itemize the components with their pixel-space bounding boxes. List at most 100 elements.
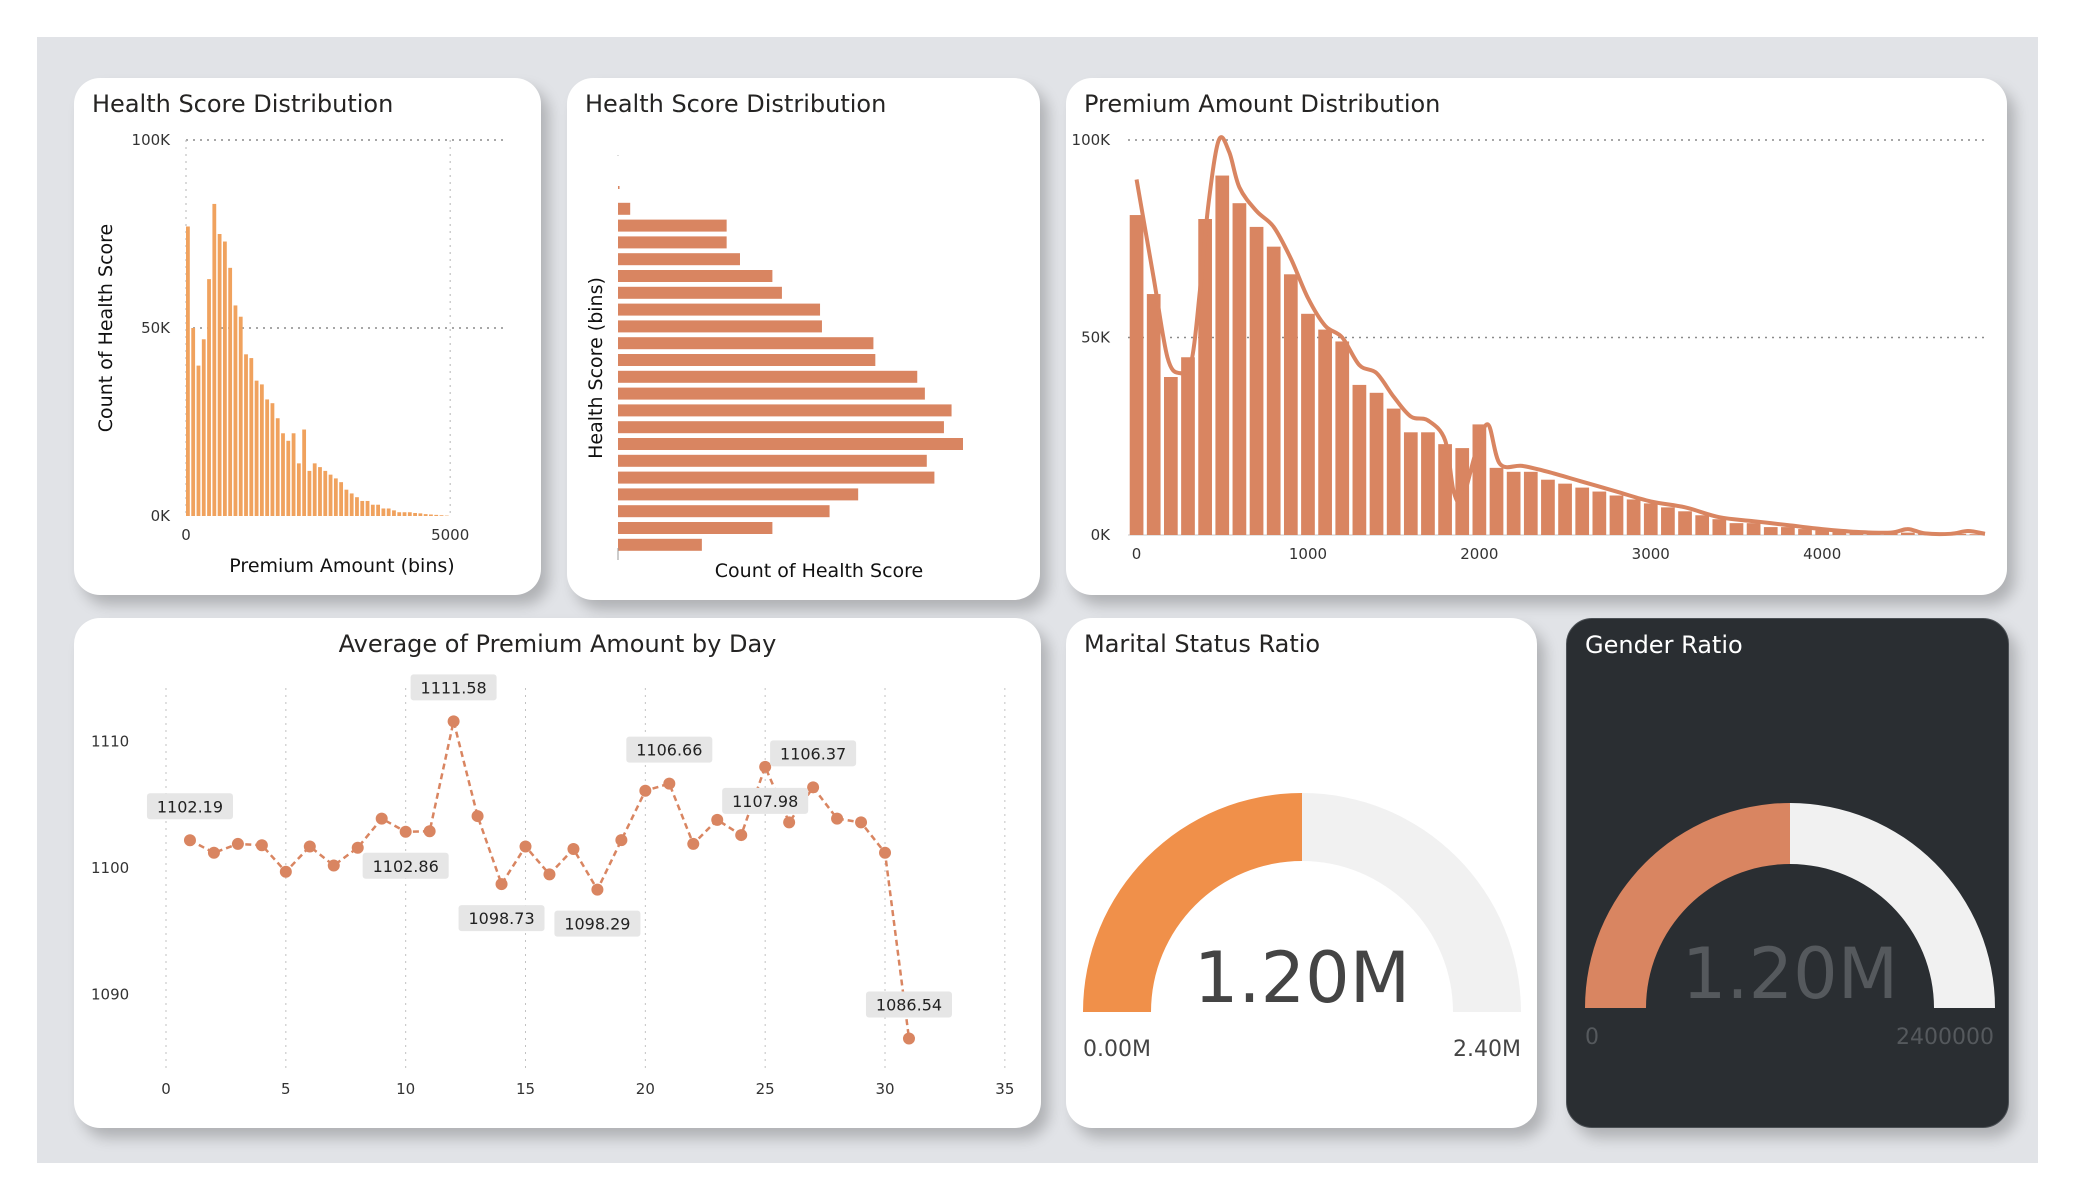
data-label: 1106.66: [636, 741, 702, 760]
y-tick-label: 0K: [151, 507, 172, 525]
x-axis-title: Premium Amount (bins): [229, 555, 454, 577]
card-title: Health Score Distribution: [92, 90, 394, 118]
horizontal-bar: [618, 404, 952, 417]
distribution-bar: [1901, 532, 1915, 535]
histogram-bar: [249, 358, 254, 516]
y-axis-title: Count of Health Score: [95, 224, 117, 432]
horizontal-bar: [618, 471, 935, 484]
horizontal-bar: [618, 186, 620, 189]
data-point: [255, 839, 268, 852]
distribution-bar: [1643, 503, 1658, 535]
distribution-bar: [1181, 357, 1195, 535]
distribution-bar: [1712, 519, 1727, 535]
data-point: [183, 834, 196, 847]
premium-by-day-card[interactable]: Average of Premium Amount by Day 0 5 10 15 2…: [74, 618, 1041, 1128]
histogram-bar: [302, 429, 307, 516]
data-point: [207, 846, 220, 859]
distribution-bar: [1592, 491, 1607, 535]
data-point: [543, 868, 556, 881]
distribution-bar: [1558, 483, 1572, 535]
health-score-histogram-chart: 0K 50K 100K 0 5000 Premium Amount (bins) Count…: [95, 131, 503, 577]
data-point: [711, 813, 724, 826]
premium-distribution-card[interactable]: Premium Amount Distribution 0K 50K 100K 0 10…: [1066, 78, 2007, 595]
data-label-box: [554, 910, 641, 937]
distribution-bar: [1232, 203, 1247, 535]
data-point: [327, 859, 340, 872]
gauge-track: [1302, 793, 1521, 1012]
x-tick-label: 0: [161, 1080, 171, 1098]
histogram-bar: [270, 403, 275, 516]
data-point: [495, 878, 508, 891]
card-title: Health Score Distribution: [585, 90, 887, 118]
horizontal-bar: [618, 219, 727, 232]
horizontal-bar: [618, 202, 631, 215]
distribution-bar: [1695, 515, 1710, 535]
distribution-bar: [1506, 471, 1521, 535]
histogram-bar: [244, 354, 248, 516]
premium-distribution-chart: 0K 50K 100K 0 1000 2000 3000 4000: [1072, 131, 1986, 563]
distribution-bar: [1678, 511, 1692, 535]
distribution-bar: [1352, 384, 1367, 535]
x-tick-label: 0: [181, 526, 191, 544]
horizontal-bar: [618, 354, 876, 366]
gauge-max-label: 2400000: [1896, 1025, 1994, 1050]
horizontal-bar: [618, 505, 830, 518]
gender-ratio-gauge: 1.20M 0 2400000: [1585, 803, 1995, 1050]
histogram-bar: [254, 380, 259, 516]
data-label: 1098.29: [564, 915, 630, 934]
distribution-bar: [1266, 246, 1281, 535]
x-tick-label: 3000: [1632, 545, 1670, 563]
distribution-bar: [1421, 432, 1435, 535]
histogram-bar: [265, 399, 270, 516]
histogram-bar: [355, 497, 359, 516]
distribution-bar: [1541, 479, 1555, 535]
card-title: Marital Status Ratio: [1084, 630, 1321, 658]
distribution-bar: [1455, 448, 1470, 535]
histogram-bar: [275, 418, 280, 516]
histogram-bar: [222, 241, 227, 516]
horizontal-bar: [618, 370, 918, 383]
data-label: 1106.37: [780, 744, 846, 763]
data-label: 1098.73: [468, 909, 534, 928]
histogram-bar: [217, 234, 222, 516]
card-title: Average of Premium Amount by Day: [338, 630, 777, 658]
histogram-bar: [328, 474, 333, 516]
distribution-bar: [1369, 392, 1384, 535]
x-tick-label: 5: [281, 1080, 291, 1098]
data-point: [902, 1032, 915, 1045]
density-line: [1134, 135, 1986, 537]
distribution-bar: [1763, 527, 1778, 535]
health-score-bins-chart: Count of Health Score Health Score (bins): [585, 155, 963, 582]
gauge-fill: [1083, 793, 1302, 1012]
health-score-bins-card[interactable]: Health Score Distribution Count of Healt…: [567, 78, 1040, 600]
data-point: [759, 760, 772, 773]
horizontal-bar: [618, 270, 773, 282]
health-score-histogram-card[interactable]: Health Score Distribution 0K 50K 100K 0 5000…: [74, 78, 541, 595]
histogram-bar: [381, 508, 386, 516]
distribution-bar: [1163, 377, 1178, 535]
data-label-box: [722, 787, 809, 814]
data-label: 1086.54: [876, 995, 942, 1014]
data-point: [447, 715, 460, 728]
data-point: [807, 781, 820, 794]
marital-status-gauge: 1.20M 0.00M 2.40M: [1083, 793, 1521, 1062]
histogram-bar: [196, 365, 201, 516]
data-point: [735, 829, 748, 842]
data-point: [375, 812, 388, 825]
histogram-bar: [418, 513, 423, 516]
x-tick-label: 25: [756, 1080, 775, 1098]
horizontal-bar: [618, 337, 874, 350]
card-title: Premium Amount Distribution: [1084, 90, 1441, 118]
data-point: [351, 841, 364, 854]
distribution-bar: [1815, 530, 1830, 535]
y-tick-label: 100K: [132, 131, 172, 149]
x-tick-label: 30: [875, 1080, 894, 1098]
marital-status-card[interactable]: Marital Status Ratio 1.20M 0.00M 2.40M: [1066, 618, 1537, 1128]
gauge-min-label: 0: [1585, 1025, 1599, 1050]
distribution-bar: [1283, 274, 1298, 535]
gender-ratio-card[interactable]: Gender Ratio 1.20M 0 2400000: [1566, 618, 2009, 1128]
horizontal-bar: [618, 421, 944, 434]
data-point: [423, 825, 436, 838]
data-point: [687, 837, 700, 850]
histogram-bar: [386, 508, 391, 516]
